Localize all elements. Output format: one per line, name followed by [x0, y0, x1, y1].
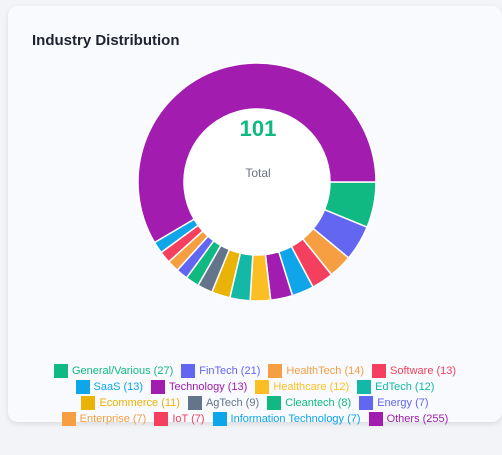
legend-swatch: [154, 412, 169, 426]
legend-label: General/Various (27): [71, 365, 174, 377]
legend-swatch: [212, 412, 227, 426]
legend-label: Healthcare (12): [273, 381, 350, 393]
legend-item[interactable]: Enterprise (7): [61, 412, 147, 426]
legend-item[interactable]: EdTech (12): [357, 380, 434, 394]
legend-item[interactable]: Ecommerce (11): [81, 396, 180, 410]
chart-legend: General/Various (27) FinTech (21) HealthTe…: [8, 363, 502, 427]
legend-label: HealthTech (14): [286, 365, 365, 377]
industry-distribution-card: Industry Distribution 101 Total General/…: [8, 6, 502, 426]
legend-label: Technology (13): [169, 381, 248, 393]
legend-row: Enterprise (7) IoT (7) Information Technol…: [8, 411, 502, 427]
legend-label: Energy (7): [377, 397, 429, 409]
legend-swatch: [61, 412, 76, 426]
legend-swatch: [81, 396, 96, 410]
legend-swatch: [359, 396, 374, 410]
legend-swatch: [181, 364, 196, 378]
legend-item[interactable]: Software (13): [372, 364, 456, 378]
legend-label: Cleantech (8): [285, 397, 352, 409]
legend-item[interactable]: HealthTech (14): [268, 364, 364, 378]
legend-item[interactable]: Energy (7): [359, 396, 429, 410]
legend-label: SaaS (13): [93, 381, 144, 393]
legend-swatch: [368, 412, 383, 426]
center-total-value: 101: [239, 116, 277, 141]
legend-label: Enterprise (7): [79, 413, 147, 425]
legend-swatch: [372, 364, 387, 378]
legend-item[interactable]: IoT (7): [154, 412, 205, 426]
legend-swatch: [53, 364, 68, 378]
legend-swatch: [357, 380, 372, 394]
legend-label: AgTech (9): [205, 397, 260, 409]
legend-label: Ecommerce (11): [99, 397, 180, 409]
legend-swatch: [151, 380, 166, 394]
legend-swatch: [255, 380, 270, 394]
legend-item[interactable]: General/Various (27): [53, 364, 174, 378]
legend-swatch: [187, 396, 202, 410]
donut-hole: [184, 109, 330, 255]
legend-item[interactable]: FinTech (21): [181, 364, 260, 378]
chart-title: Industry Distribution: [32, 32, 180, 49]
legend-item[interactable]: Information Technology (7): [212, 412, 361, 426]
legend-label: IoT (7): [172, 413, 205, 425]
legend-label: FinTech (21): [199, 365, 261, 377]
center-total-label: Total: [245, 166, 271, 180]
legend-label: EdTech (12): [375, 381, 435, 393]
legend-item[interactable]: Technology (13): [151, 380, 247, 394]
legend-swatch: [267, 396, 282, 410]
legend-row: Ecommerce (11) AgTech (9) Cleantech (8) Ene…: [8, 395, 502, 411]
legend-row: SaaS (13) Technology (13) Healthcare (12) E…: [8, 379, 502, 395]
legend-label: Software (13): [390, 365, 457, 377]
legend-row: General/Various (27) FinTech (21) HealthTe…: [8, 363, 502, 379]
legend-item[interactable]: SaaS (13): [75, 380, 144, 394]
legend-swatch: [75, 380, 90, 394]
donut-chart: [137, 62, 377, 302]
legend-item[interactable]: Others (255): [368, 412, 449, 426]
legend-label: Information Technology (7): [230, 413, 361, 425]
legend-item[interactable]: Healthcare (12): [255, 380, 349, 394]
legend-item[interactable]: AgTech (9): [187, 396, 260, 410]
legend-swatch: [268, 364, 283, 378]
legend-item[interactable]: Cleantech (8): [267, 396, 351, 410]
legend-label: Others (255): [386, 413, 449, 425]
